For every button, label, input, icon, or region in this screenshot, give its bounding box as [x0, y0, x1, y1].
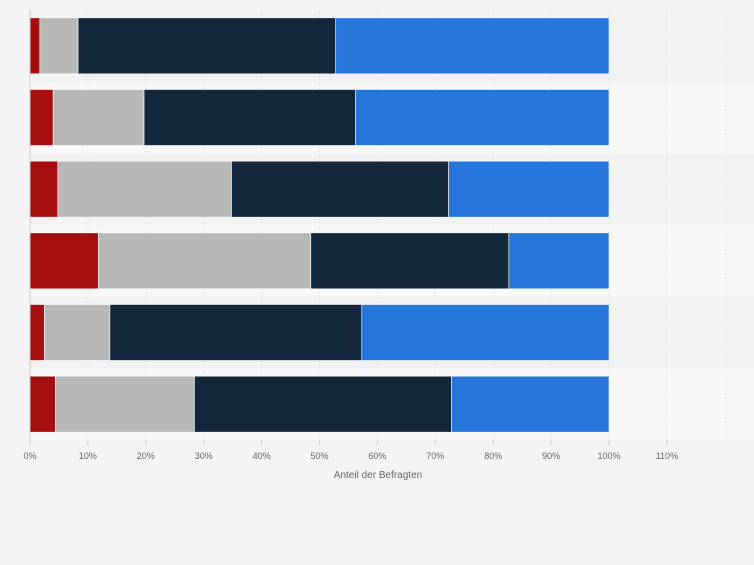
bar-segment-series-4: [355, 89, 610, 146]
x-tick-label: 0%: [23, 451, 36, 461]
bar-segment-series-4: [361, 304, 610, 361]
bar-segment-series-2: [44, 304, 111, 361]
x-tick-label: 110%: [656, 451, 678, 461]
bar-segment-series-4: [451, 375, 610, 433]
bar-segment-series-4: [335, 17, 610, 75]
bars: [29, 17, 610, 433]
x-tick-label: 40%: [253, 451, 271, 461]
x-tick-label: 70%: [426, 451, 444, 461]
bar-segment-series-1: [29, 232, 99, 290]
bar-segment-series-3: [77, 17, 337, 75]
bar-segment-series-3: [143, 89, 356, 146]
x-tick-label: 50%: [310, 451, 328, 461]
bar-segment-series-1: [29, 304, 45, 361]
bar-segment-series-2: [57, 160, 232, 218]
bar-segment-series-2: [98, 232, 312, 290]
bar-segment-series-2: [55, 375, 195, 433]
x-tick-label: 100%: [597, 451, 620, 461]
bar-segment-series-3: [310, 232, 510, 290]
row-bands: [30, 10, 754, 440]
x-axis-title: Anteil der Befragten: [334, 470, 422, 481]
bar-segment-series-1: [29, 160, 59, 218]
x-tick-label: 10%: [79, 451, 97, 461]
bar-segment-series-2: [39, 17, 79, 75]
bar-segment-series-1: [29, 17, 41, 75]
bar-segment-series-4: [448, 160, 610, 218]
x-tick-label: 20%: [137, 451, 155, 461]
x-tick-label: 60%: [368, 451, 386, 461]
bar-segment-series-3: [109, 304, 363, 361]
bar-segment-series-4: [508, 232, 610, 290]
x-tick-label: 90%: [542, 451, 560, 461]
bar-segment-series-3: [194, 375, 452, 433]
x-tick-label: 30%: [195, 451, 213, 461]
bar-segment-series-3: [231, 160, 449, 218]
bar-segment-series-1: [29, 375, 56, 433]
bar-segment-series-1: [29, 89, 54, 146]
x-tick-label: 80%: [484, 451, 502, 461]
x-axis: 0% 10% 20% 30% 40% 50% 60% 70% 80% 90% 100% 110%: [23, 10, 678, 461]
bar-segment-series-2: [52, 89, 145, 146]
